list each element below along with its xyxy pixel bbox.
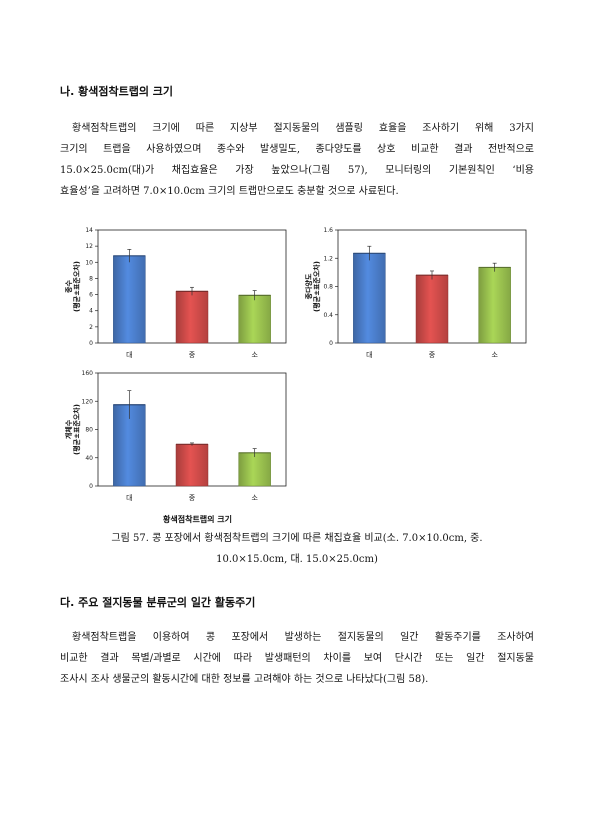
chart-individual-count-svg: 0 40 80 120 160 대 중 소 개체수 (평균±표준오차) <box>64 370 287 502</box>
chart-species-diversity-svg: 0 0.4 0.8 1.2 1.6 대 중 소 종다양도 (평균±표준오차) <box>304 227 527 359</box>
paragraph-trap-size: 황색점착트랩의 크기에 따른 지상부 절지동물의 샘플링 효율을 조사하기 위해… <box>60 118 534 202</box>
bar-대 <box>113 255 146 344</box>
y-axis-label: 개체수 (평균±표준오차) <box>64 404 81 455</box>
chart-x-axis-label: 황색점착트랩의 크기 <box>163 515 233 524</box>
y-tick-label: 2 <box>89 324 93 331</box>
y-tick-label: 0 <box>329 340 333 347</box>
y-axis-label: 종수 (평균±표준오차) <box>65 261 81 312</box>
bar-소 <box>238 295 271 344</box>
y-axis-label-line: 개체수 <box>64 419 73 439</box>
paragraph-line: 15.0×25.0cm(대)가 채집효율은 가장 높았으나(그림 57), 모니… <box>60 165 534 176</box>
y-tick-label: 120 <box>82 398 94 405</box>
chart-species-count: 0 2 4 6 8 10 12 14 대 중 소 종수 (평균±표준오차) <box>55 222 305 376</box>
caption-line: 10.0×15.0cm, 대. 15.0×25.0cm) <box>216 554 378 565</box>
figure-57-caption: 그림 57. 콩 포장에서 황색점착트랩의 크기에 따른 채집효율 비교(소. … <box>60 528 534 570</box>
y-tick-label: 14 <box>85 227 93 234</box>
chart-individual-count: 0 40 80 120 160 대 중 소 개체수 (평균±표준오차) <box>55 365 305 519</box>
bar-소 <box>478 267 511 344</box>
paragraph-line: 황색점착트랩의 크기에 따른 지상부 절지동물의 샘플링 효율을 조사하기 위해… <box>72 123 534 134</box>
paragraph-daily-activity: 황색점착트랩을 이용하여 콩 포장에서 발생하는 절지동물의 일간 활동주기를 … <box>60 627 534 690</box>
y-tick-label: 0 <box>89 483 93 490</box>
y-tick-label: 80 <box>85 427 93 434</box>
section-heading-trap-size: 나. 황색점착트랩의 크기 <box>60 85 174 98</box>
y-axis-label-line: 종수 <box>65 280 73 293</box>
x-category-label: 중 <box>189 494 196 502</box>
y-axis-label: 종다양도 (평균±표준오차) <box>304 261 321 312</box>
bar-중 <box>415 274 449 344</box>
y-tick-label: 10 <box>85 259 93 266</box>
section-heading-daily-activity: 다. 주요 절지동물 분류군의 일간 활동주기 <box>60 596 256 609</box>
y-tick-label: 8 <box>89 275 93 282</box>
paragraph-line: 크기의 트랩을 사용하였으며 종수와 발생밀도, 종다양도를 상호 비교한 결과… <box>60 144 534 155</box>
chart-species-count-svg: 0 2 4 6 8 10 12 14 대 중 소 종수 (평균±표준오차) <box>65 227 287 359</box>
x-category-label: 소 <box>491 351 498 359</box>
y-tick-label: 0 <box>89 340 93 347</box>
y-tick-label: 4 <box>89 308 93 315</box>
paragraph-line: 효율성’을 고려하면 7.0×10.0cm 크기의 트랩만으로도 충분할 것으로… <box>60 186 399 197</box>
y-tick-label: 1.6 <box>323 227 333 234</box>
y-axis-label-line: (평균±표준오차) <box>72 404 81 455</box>
x-category-label: 대 <box>366 351 372 359</box>
y-tick-label: 0.4 <box>323 312 333 319</box>
y-tick-label: 6 <box>89 292 93 299</box>
bar-중 <box>175 444 209 487</box>
bar-대 <box>353 253 386 344</box>
paragraph-line: 조사시 조사 생물군의 활동시간에 대한 정보를 고려해야 하는 것으로 나타났… <box>60 674 429 685</box>
x-category-label: 소 <box>251 494 258 502</box>
x-category-label: 대 <box>126 494 132 502</box>
y-tick-label: 0.8 <box>323 284 333 291</box>
caption-line: 그림 57. 콩 포장에서 황색점착트랩의 크기에 따른 채집효율 비교(소. … <box>111 533 483 544</box>
chart-species-diversity: 0 0.4 0.8 1.2 1.6 대 중 소 종다양도 (평균±표준오차) <box>295 222 545 376</box>
x-category-label: 중 <box>189 351 196 359</box>
paragraph-line: 황색점착트랩을 이용하여 콩 포장에서 발생하는 절지동물의 일간 활동주기를 … <box>72 632 534 643</box>
y-axis-label-line: (평균±표준오차) <box>312 261 321 312</box>
y-axis-label-line: 종다양도 <box>304 273 313 299</box>
paragraph-line: 비교한 결과 목별/과별로 시간에 따라 발생패턴의 차이를 보여 단시간 또는… <box>60 653 534 664</box>
x-category-label: 소 <box>251 351 258 359</box>
y-tick-label: 40 <box>85 455 93 462</box>
x-category-label: 중 <box>429 351 436 359</box>
bar-소 <box>238 452 271 487</box>
y-tick-label: 160 <box>82 370 94 377</box>
y-axis-label-line: (평균±표준오차) <box>72 261 81 312</box>
y-tick-label: 1.2 <box>323 255 333 262</box>
bar-중 <box>175 291 209 344</box>
y-tick-label: 12 <box>85 243 93 250</box>
x-category-label: 대 <box>126 351 132 359</box>
